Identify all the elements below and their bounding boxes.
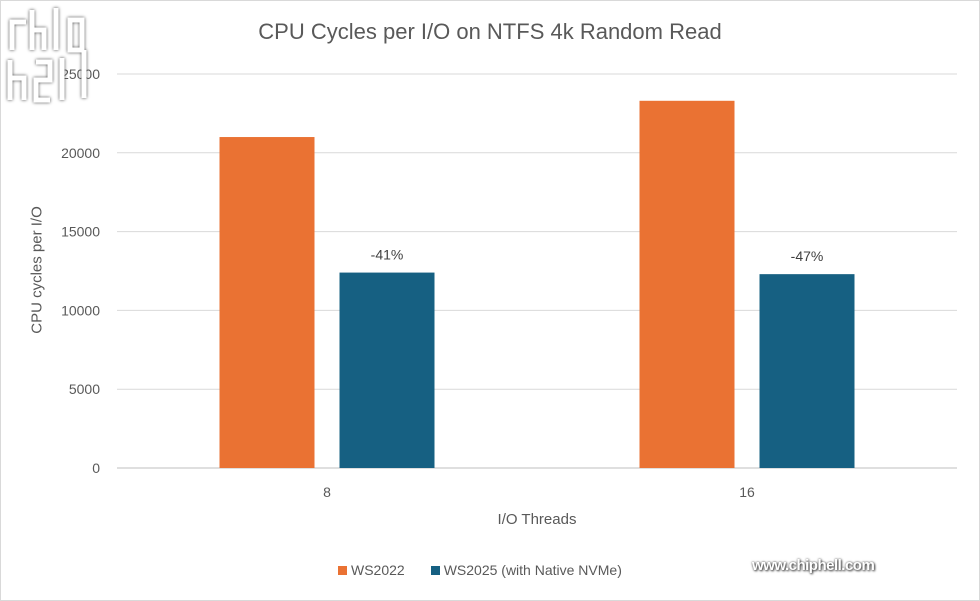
data-label: -41% (371, 247, 404, 263)
chart-title: CPU Cycles per I/O on NTFS 4k Random Rea… (258, 19, 722, 44)
x-tick-label: 8 (323, 484, 331, 500)
bar-ws2022-16 (639, 100, 735, 469)
y-tick-label: 0 (92, 460, 100, 476)
y-tick-label: 20000 (61, 145, 100, 161)
y-tick-label: 15000 (61, 224, 100, 240)
bar-ws2025-16 (759, 274, 855, 468)
x-tick-label: 16 (739, 484, 755, 500)
y-tick-label: 5000 (69, 381, 100, 397)
legend-swatch (338, 566, 347, 575)
legend-label: WS2022 (351, 562, 405, 578)
y-tick-label: 10000 (61, 302, 100, 318)
legend: WS2022 WS2025 (with Native NVMe) (338, 562, 622, 578)
chiphell-logo-watermark (7, 8, 87, 103)
legend-label: WS2025 (with Native NVMe) (443, 562, 622, 578)
legend-item-ws2025: WS2025 (with Native NVMe) (430, 562, 622, 578)
bar-ws2025-8 (339, 272, 435, 468)
watermark-url: www.chiphell.com (752, 557, 875, 574)
x-axis-label: I/O Threads (497, 511, 577, 528)
bar-ws2022-8 (219, 137, 315, 469)
data-label: -47% (791, 248, 824, 264)
y-tick-label: 25000 (61, 66, 100, 82)
legend-swatch (430, 566, 440, 575)
legend-item-ws2022: WS2022 (338, 562, 405, 578)
